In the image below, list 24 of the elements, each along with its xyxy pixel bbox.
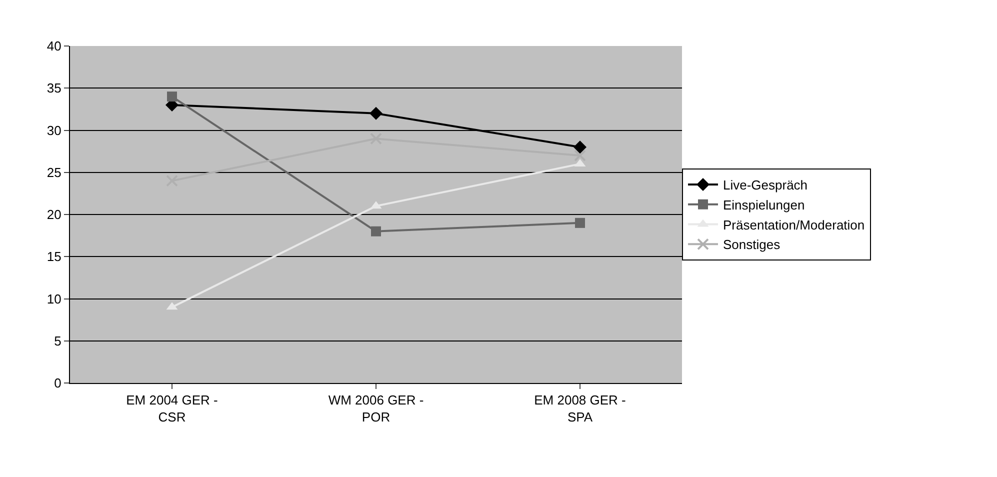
point	[167, 92, 177, 102]
legend-label: Präsentation/Moderation	[723, 217, 865, 232]
x-tick-label: WM 2006 GER - POR	[328, 392, 424, 424]
y-tick-label: 25	[46, 164, 62, 180]
point	[370, 132, 382, 145]
y-tick-label: 20	[46, 207, 62, 222]
y-tick-label: 30	[46, 122, 62, 138]
y-tick-label: 0	[54, 376, 62, 391]
y-tick-label: 40	[46, 38, 62, 54]
y-tick-label: 35	[46, 80, 62, 96]
x-tick-label: EM 2008 GER - SPA	[534, 392, 626, 424]
y-tick-label: 10	[46, 291, 62, 306]
point	[574, 150, 586, 162]
legend-label: Einspielungen	[723, 197, 805, 212]
point	[371, 226, 381, 236]
point	[370, 106, 382, 120]
legend-label: Sonstiges	[723, 237, 781, 252]
point	[575, 218, 585, 228]
x-tick-label: EM 2004 GER - CSR	[126, 392, 218, 424]
y-tick-label: 5	[54, 333, 62, 348]
point	[166, 174, 178, 187]
point	[574, 140, 586, 154]
y-tick-label: 15	[46, 249, 62, 264]
legend-label: Live-Gespräch	[723, 178, 808, 193]
